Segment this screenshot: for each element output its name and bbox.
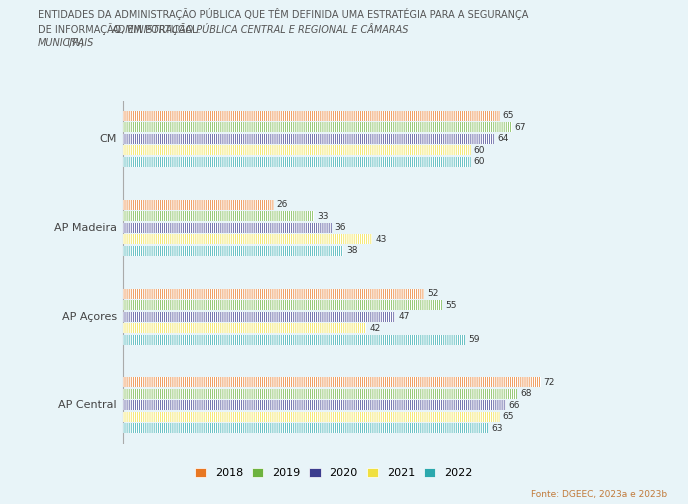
Text: 63: 63 — [491, 424, 503, 433]
Bar — [122, 289, 424, 299]
Text: 72: 72 — [544, 378, 555, 387]
Text: AP Açores: AP Açores — [62, 311, 117, 322]
Bar — [122, 223, 332, 233]
Bar — [122, 323, 367, 333]
Legend: 2018, 2019, 2020, 2021, 2022: 2018, 2019, 2020, 2021, 2022 — [191, 463, 477, 482]
Text: MUNICIPAIS: MUNICIPAIS — [38, 38, 94, 48]
Text: (%): (%) — [64, 38, 84, 48]
Bar — [122, 111, 500, 121]
Bar — [122, 389, 517, 399]
Bar — [122, 157, 471, 167]
Bar — [122, 245, 343, 256]
Text: 33: 33 — [317, 212, 329, 221]
Text: DE INFORMAÇÃO, EM PORTUGAL.: DE INFORMAÇÃO, EM PORTUGAL. — [38, 23, 204, 35]
Text: 55: 55 — [445, 300, 456, 309]
Text: AP Madeira: AP Madeira — [54, 223, 117, 233]
Text: 26: 26 — [277, 200, 288, 209]
Bar — [122, 377, 541, 388]
Text: 60: 60 — [474, 146, 485, 155]
Bar — [122, 401, 506, 410]
Bar — [122, 300, 442, 310]
Text: 64: 64 — [497, 135, 508, 143]
Text: 47: 47 — [398, 312, 410, 321]
Bar — [122, 423, 488, 433]
Text: 65: 65 — [503, 412, 515, 421]
Text: 38: 38 — [346, 246, 358, 255]
Text: 60: 60 — [474, 157, 485, 166]
Text: 65: 65 — [503, 111, 515, 120]
Text: 59: 59 — [468, 335, 480, 344]
Text: Fonte: DGEEC, 2023a e 2023b: Fonte: DGEEC, 2023a e 2023b — [531, 490, 667, 499]
Bar — [122, 412, 500, 422]
Text: 43: 43 — [375, 235, 387, 244]
Bar — [122, 200, 274, 210]
Text: 52: 52 — [427, 289, 439, 298]
Bar — [122, 234, 372, 244]
Text: ADMINISTRAÇÃO PÚBLICA CENTRAL E REGIONAL E CÂMARAS: ADMINISTRAÇÃO PÚBLICA CENTRAL E REGIONAL… — [111, 23, 409, 35]
Bar — [122, 122, 511, 133]
Text: CM: CM — [100, 134, 117, 144]
Text: AP Central: AP Central — [58, 401, 117, 410]
Text: 42: 42 — [369, 324, 380, 333]
Bar — [122, 211, 314, 221]
Text: 66: 66 — [508, 401, 520, 410]
Bar — [122, 134, 494, 144]
Text: 68: 68 — [520, 390, 532, 399]
Bar — [122, 145, 471, 155]
Bar — [122, 335, 465, 345]
Bar — [122, 311, 396, 322]
Text: 36: 36 — [334, 223, 346, 232]
Text: 67: 67 — [515, 123, 526, 132]
Text: ENTIDADES DA ADMINISTRAÇÃO PÚBLICA QUE TÊM DEFINIDA UMA ESTRATÉGIA PARA A SEGURA: ENTIDADES DA ADMINISTRAÇÃO PÚBLICA QUE T… — [38, 8, 528, 20]
